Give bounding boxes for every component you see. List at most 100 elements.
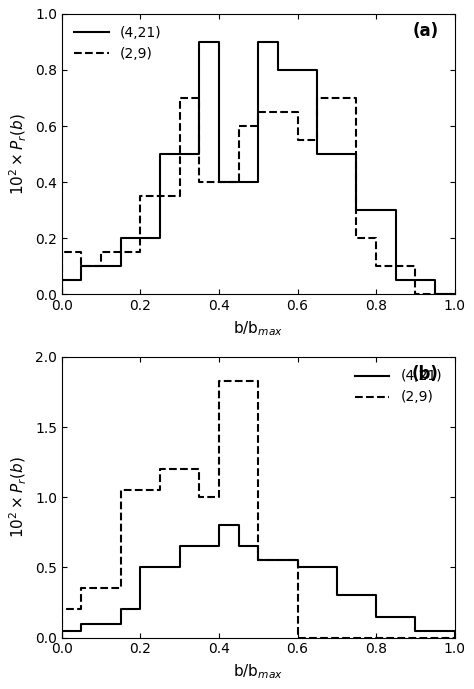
(4,21) xyxy=(157,564,163,572)
(2,9) xyxy=(236,377,241,385)
(2,9) xyxy=(314,633,320,641)
(2,9) xyxy=(59,606,64,614)
(2,9) xyxy=(373,633,379,641)
Line: (2,9): (2,9) xyxy=(62,381,455,637)
(4,21) xyxy=(98,619,104,628)
(4,21) xyxy=(432,290,438,298)
(2,9) xyxy=(452,290,457,298)
(4,21) xyxy=(452,290,457,298)
(2,9) xyxy=(236,178,241,186)
(4,21) xyxy=(157,234,163,243)
(4,21) xyxy=(197,542,202,551)
(2,9) xyxy=(275,108,281,116)
(2,9) xyxy=(216,377,222,385)
(2,9) xyxy=(354,633,359,641)
(2,9) xyxy=(393,633,399,641)
(4,21) xyxy=(137,564,143,572)
(2,9) xyxy=(295,136,301,144)
(4,21) xyxy=(255,556,261,564)
(4,21) xyxy=(393,613,399,621)
(2,9) xyxy=(354,234,359,243)
(2,9) xyxy=(295,633,301,641)
Line: (4,21): (4,21) xyxy=(62,525,455,637)
(2,9) xyxy=(334,94,340,102)
(4,21) xyxy=(216,38,222,46)
(2,9) xyxy=(393,263,399,271)
(4,21) xyxy=(373,206,379,214)
(4,21) xyxy=(98,619,104,628)
(4,21) xyxy=(412,613,418,621)
(4,21) xyxy=(354,150,359,158)
(2,9) xyxy=(157,192,163,200)
(2,9) xyxy=(79,584,84,593)
(4,21) xyxy=(236,178,241,186)
(2,9) xyxy=(118,248,124,256)
(2,9) xyxy=(275,556,281,564)
(2,9) xyxy=(354,94,359,102)
(4,21) xyxy=(118,619,124,628)
(2,9) xyxy=(432,633,438,641)
(4,21) xyxy=(79,263,84,271)
(4,21) xyxy=(59,633,64,641)
(2,9) xyxy=(432,290,438,298)
(4,21) xyxy=(59,290,64,298)
(4,21) xyxy=(255,542,261,551)
(2,9) xyxy=(177,94,182,102)
(2,9) xyxy=(412,290,418,298)
(2,9) xyxy=(59,290,64,298)
(4,21) xyxy=(79,619,84,628)
X-axis label: b/b$_{max}$: b/b$_{max}$ xyxy=(233,662,283,681)
(2,9) xyxy=(157,465,163,473)
(2,9) xyxy=(452,633,457,641)
(2,9) xyxy=(295,556,301,564)
(4,21) xyxy=(275,556,281,564)
(4,21) xyxy=(157,564,163,572)
(2,9) xyxy=(432,290,438,298)
(4,21) xyxy=(393,206,399,214)
Line: (4,21): (4,21) xyxy=(62,42,455,294)
(2,9) xyxy=(59,248,64,256)
(4,21) xyxy=(255,178,261,186)
(2,9) xyxy=(216,178,222,186)
(2,9) xyxy=(177,192,182,200)
(4,21) xyxy=(295,556,301,564)
(4,21) xyxy=(177,150,182,158)
(4,21) xyxy=(275,38,281,46)
(4,21) xyxy=(59,626,64,635)
(4,21) xyxy=(354,206,359,214)
(2,9) xyxy=(275,108,281,116)
(2,9) xyxy=(79,248,84,256)
(2,9) xyxy=(98,248,104,256)
(4,21) xyxy=(314,564,320,572)
(2,9) xyxy=(216,493,222,502)
(2,9) xyxy=(137,486,143,495)
(4,21) xyxy=(236,521,241,529)
(4,21) xyxy=(432,276,438,285)
(2,9) xyxy=(137,192,143,200)
(2,9) xyxy=(197,493,202,502)
(2,9) xyxy=(216,178,222,186)
(2,9) xyxy=(157,486,163,495)
(2,9) xyxy=(255,377,261,385)
(2,9) xyxy=(255,556,261,564)
(2,9) xyxy=(295,108,301,116)
(4,21) xyxy=(314,150,320,158)
(4,21) xyxy=(177,564,182,572)
(2,9) xyxy=(197,178,202,186)
(2,9) xyxy=(412,263,418,271)
Y-axis label: $10^{2} \times P_r(b)$: $10^{2} \times P_r(b)$ xyxy=(9,456,29,538)
(2,9) xyxy=(236,377,241,385)
(4,21) xyxy=(255,38,261,46)
(4,21) xyxy=(452,626,457,635)
(4,21) xyxy=(334,591,340,599)
(4,21) xyxy=(412,276,418,285)
(2,9) xyxy=(412,633,418,641)
Legend: (4,21), (2,9): (4,21), (2,9) xyxy=(349,364,448,410)
(4,21) xyxy=(137,234,143,243)
(4,21) xyxy=(197,38,202,46)
(4,21) xyxy=(118,263,124,271)
(2,9) xyxy=(98,263,104,271)
(4,21) xyxy=(79,276,84,285)
(4,21) xyxy=(177,150,182,158)
Line: (2,9): (2,9) xyxy=(62,98,455,294)
